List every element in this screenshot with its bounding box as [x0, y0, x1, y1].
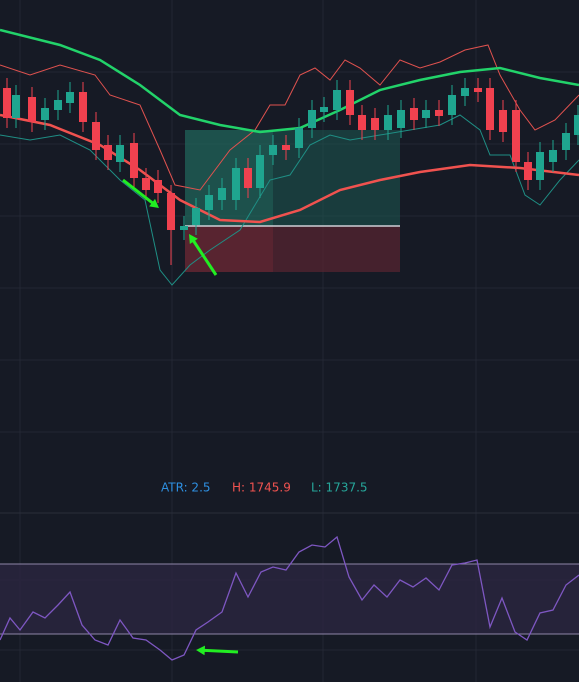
candle-body: [205, 195, 213, 210]
candle-body: [104, 145, 112, 160]
candle-body: [574, 115, 579, 135]
candle-body: [28, 97, 36, 122]
candle-body: [562, 133, 570, 150]
rsi-band: [0, 564, 579, 634]
rsi-line: [0, 535, 579, 661]
candle-body: [92, 122, 100, 150]
candle-body: [54, 100, 62, 110]
candle-body: [167, 193, 175, 230]
candle-body: [346, 90, 354, 115]
candle-body: [269, 145, 277, 155]
candle-body: [308, 110, 316, 128]
lower-band: [0, 114, 579, 286]
arrows: [122, 178, 239, 656]
arrow-shaft: [122, 178, 156, 206]
loss-zone: [185, 226, 400, 272]
candle-body: [397, 110, 405, 128]
candle-body: [232, 168, 240, 200]
candle-body: [244, 168, 252, 188]
candle-body: [66, 92, 74, 103]
candle-body: [116, 145, 124, 162]
candle-body: [384, 115, 392, 130]
candle-body: [3, 88, 11, 118]
low-label: L: 1737.5: [311, 481, 368, 495]
candle-body: [435, 110, 443, 116]
candle-body: [333, 90, 341, 110]
arrow-head: [149, 198, 159, 208]
candle-body: [410, 108, 418, 120]
candles: [3, 78, 579, 265]
candle-body: [41, 108, 49, 120]
candle-body: [549, 150, 557, 162]
upper-band: [0, 44, 579, 191]
atr-label: ATR: 2.5: [161, 481, 211, 495]
candle-body: [130, 143, 138, 178]
candle-body: [486, 88, 494, 130]
candle-body: [256, 155, 264, 188]
candle-body: [192, 208, 200, 225]
candle-body: [524, 162, 532, 180]
candle-body: [154, 180, 162, 193]
candle-body: [79, 92, 87, 122]
candle-body: [320, 107, 328, 112]
candle-body: [461, 88, 469, 96]
candle-body: [180, 226, 188, 230]
arrow-head: [196, 645, 205, 656]
candle-body: [295, 128, 303, 148]
profit-zone: [185, 130, 400, 226]
arrow-shaft: [201, 648, 239, 654]
candle-body: [142, 178, 150, 190]
candle-body: [218, 188, 226, 200]
candle-body: [474, 88, 482, 92]
high-label: H: 1745.9: [232, 481, 291, 495]
candle-body: [371, 118, 379, 130]
candle-body: [536, 152, 544, 180]
candle-body: [422, 110, 430, 118]
candle-body: [499, 110, 507, 132]
candle-body: [448, 95, 456, 115]
candle-body: [358, 115, 366, 130]
candle-body: [512, 110, 520, 162]
candle-body: [282, 145, 290, 150]
arrow-shaft: [191, 238, 218, 276]
candle-body: [12, 95, 20, 118]
arrow-head: [189, 234, 198, 244]
